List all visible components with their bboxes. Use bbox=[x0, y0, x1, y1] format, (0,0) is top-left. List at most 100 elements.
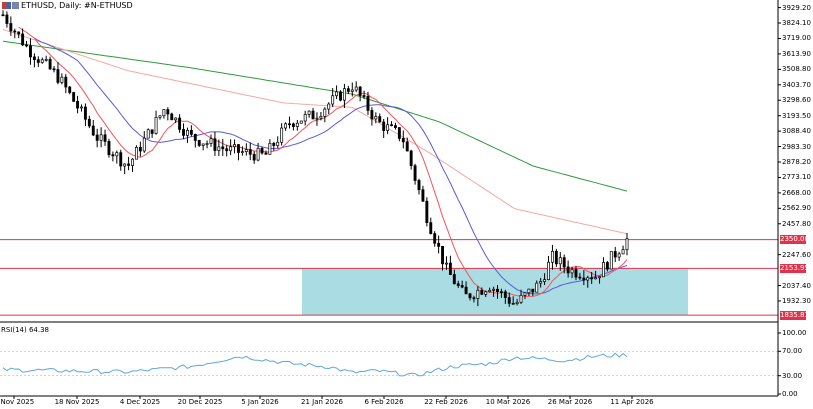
candle bbox=[570, 266, 574, 278]
candle bbox=[519, 289, 523, 304]
candle bbox=[189, 125, 193, 137]
candle bbox=[511, 296, 515, 305]
candle bbox=[1, 10, 5, 17]
candle bbox=[319, 111, 323, 121]
candle bbox=[166, 107, 170, 121]
candle bbox=[193, 133, 197, 148]
candle bbox=[56, 62, 60, 85]
candle bbox=[480, 287, 484, 295]
candle bbox=[550, 244, 554, 270]
candle bbox=[299, 120, 303, 124]
symbol-icon bbox=[12, 2, 19, 9]
price-tick: 3824.10 bbox=[782, 19, 811, 28]
candle bbox=[602, 257, 605, 278]
candle bbox=[252, 151, 256, 164]
candle bbox=[111, 151, 115, 162]
time-tick: 22 Feb 2026 bbox=[424, 398, 468, 406]
candle bbox=[32, 53, 36, 68]
price-tick: 3719.00 bbox=[782, 34, 811, 43]
candle bbox=[229, 139, 233, 156]
candle bbox=[13, 28, 17, 39]
candle bbox=[327, 102, 331, 115]
candle bbox=[209, 134, 213, 147]
candle bbox=[48, 56, 52, 71]
candle bbox=[178, 114, 182, 133]
candle bbox=[5, 11, 9, 28]
candle bbox=[476, 286, 480, 307]
candle bbox=[276, 136, 280, 148]
price-tick: 3088.40 bbox=[782, 127, 811, 136]
price-tick: 2983.30 bbox=[782, 142, 811, 151]
candle bbox=[72, 91, 76, 102]
candle bbox=[378, 113, 382, 123]
candle bbox=[413, 163, 417, 185]
candle bbox=[554, 248, 558, 267]
price-tick: 2037.40 bbox=[782, 281, 811, 290]
candle bbox=[36, 56, 40, 67]
price-tick: 2562.90 bbox=[782, 204, 811, 213]
candle bbox=[44, 55, 48, 62]
candle bbox=[437, 235, 441, 254]
support-range-box bbox=[302, 268, 688, 316]
candle bbox=[291, 122, 295, 131]
candle bbox=[9, 16, 13, 36]
candle bbox=[590, 271, 594, 284]
price-tick: 3613.90 bbox=[782, 49, 811, 58]
candle bbox=[295, 119, 299, 131]
candle bbox=[441, 246, 444, 271]
candle bbox=[213, 131, 217, 156]
candle bbox=[386, 117, 390, 135]
candle bbox=[535, 280, 539, 293]
candle bbox=[464, 281, 468, 295]
currency-flag-icon bbox=[2, 2, 11, 9]
candle bbox=[362, 90, 366, 100]
candle bbox=[225, 144, 229, 157]
rsi-label: RSI(14) 64.38 bbox=[1, 326, 50, 334]
candle bbox=[609, 251, 613, 270]
candle bbox=[358, 85, 362, 102]
time-tick: 21 Jan 2026 bbox=[301, 398, 343, 406]
candle bbox=[617, 251, 621, 261]
time-tick: 2 Nov 2025 bbox=[0, 398, 35, 406]
candle bbox=[288, 116, 291, 129]
rsi-tick: 0.00 bbox=[782, 390, 798, 398]
candle bbox=[370, 107, 374, 126]
ma-fast-line bbox=[18, 26, 628, 297]
candle bbox=[366, 91, 370, 115]
rsi-line bbox=[2, 352, 628, 377]
candle bbox=[115, 150, 119, 164]
candle bbox=[492, 286, 496, 297]
price-tick: 2457.80 bbox=[782, 219, 811, 228]
candle bbox=[382, 118, 386, 138]
candle bbox=[531, 288, 535, 296]
price-tick: 3929.20 bbox=[782, 3, 811, 12]
ma-mid-line bbox=[34, 37, 628, 295]
candle bbox=[52, 65, 56, 73]
candle bbox=[17, 31, 21, 39]
candle bbox=[472, 295, 476, 303]
rsi-tick: 100.00 bbox=[782, 329, 807, 337]
candle bbox=[397, 127, 401, 142]
symbol-label: ETHUSD, Daily: bbox=[21, 1, 82, 10]
candle bbox=[80, 104, 83, 112]
candle bbox=[315, 112, 319, 126]
candle bbox=[605, 260, 609, 272]
candle bbox=[547, 256, 550, 281]
candle bbox=[354, 81, 358, 93]
candle bbox=[539, 277, 543, 288]
candle bbox=[425, 197, 429, 227]
candle bbox=[409, 149, 413, 170]
candle bbox=[445, 256, 448, 270]
candle bbox=[158, 115, 162, 120]
candle bbox=[448, 255, 452, 275]
candle bbox=[496, 285, 499, 299]
candle bbox=[138, 141, 142, 157]
candle bbox=[503, 289, 507, 304]
candle bbox=[484, 290, 488, 297]
candle bbox=[260, 146, 264, 155]
rsi-tick: 30.00 bbox=[782, 371, 803, 380]
candle bbox=[237, 143, 240, 161]
candle bbox=[578, 272, 582, 280]
candle bbox=[123, 163, 127, 175]
